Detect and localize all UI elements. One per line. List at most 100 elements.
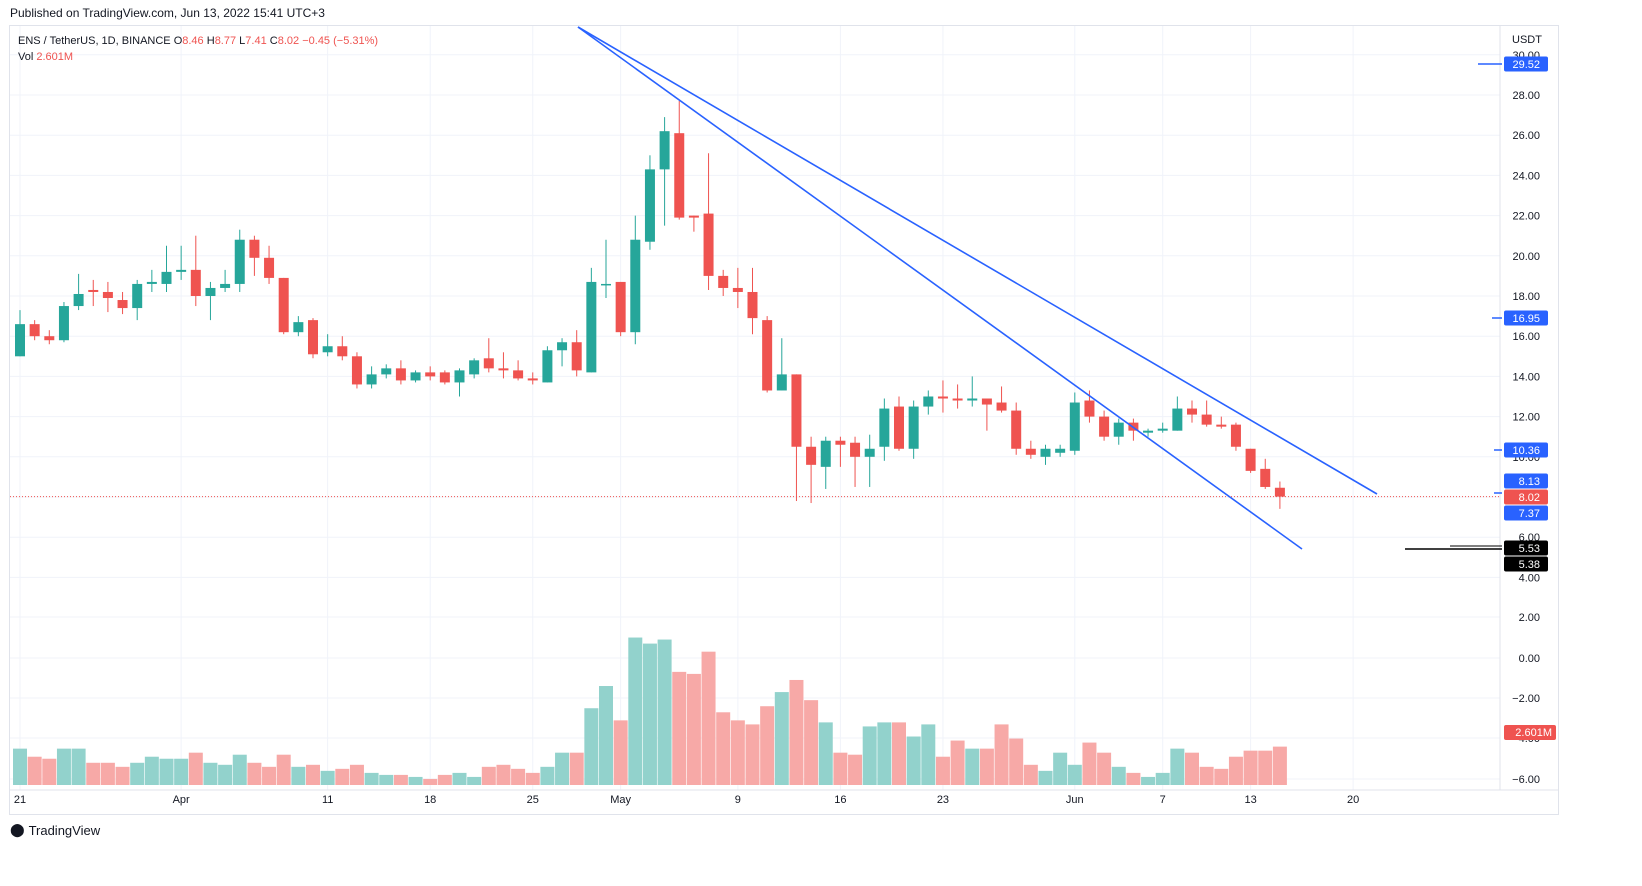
candle-body xyxy=(1025,448,1036,455)
open-value: 8.46 xyxy=(182,35,204,47)
time-tick-label: 20 xyxy=(1347,794,1359,806)
volume-bar xyxy=(1185,752,1199,785)
candle-body xyxy=(776,374,787,391)
volume-bar xyxy=(511,768,526,785)
candle-body xyxy=(527,378,538,381)
candle-body xyxy=(820,440,831,467)
candle-body xyxy=(351,356,362,385)
candle-body xyxy=(410,372,421,381)
candle-body xyxy=(615,281,626,333)
volume-bar xyxy=(994,724,1009,785)
volume-bar xyxy=(525,772,540,785)
volume-label-badge xyxy=(1504,725,1556,740)
price-label-text: 5.38 xyxy=(1519,559,1540,571)
candle-body xyxy=(542,350,553,383)
candle-body xyxy=(732,287,743,292)
symbol-label[interactable]: ENS / TetherUS, 1D, BINANCE xyxy=(18,35,171,47)
volume-key[interactable]: Vol xyxy=(18,51,34,63)
candle-body xyxy=(454,370,465,383)
volume-bar xyxy=(877,722,892,785)
candle-body xyxy=(996,402,1007,411)
volume-bar xyxy=(745,724,760,785)
price-tick-label: 20.00 xyxy=(1512,251,1540,263)
candle-body xyxy=(864,448,875,457)
volume-bar xyxy=(848,754,863,785)
candle-body xyxy=(967,398,978,401)
volume-bar xyxy=(1141,776,1156,785)
volume-bar xyxy=(452,772,467,785)
time-tick-label: 13 xyxy=(1244,794,1256,806)
price-tick-label: 12.00 xyxy=(1512,412,1540,424)
candle-body xyxy=(88,289,99,292)
volume-bar xyxy=(701,651,716,785)
open-key: O xyxy=(173,35,183,47)
volume-bar xyxy=(1126,772,1141,785)
time-tick-label: 21 xyxy=(14,794,26,806)
volume-bar xyxy=(56,748,71,785)
price-label-badge xyxy=(1504,310,1548,326)
volume-bar xyxy=(335,768,350,785)
candle-body xyxy=(161,271,172,284)
candle-body xyxy=(117,300,128,309)
volume-bar xyxy=(789,679,804,785)
candle-body xyxy=(44,336,55,341)
candle-body xyxy=(293,322,304,333)
low-value: 7.41 xyxy=(245,35,267,47)
low-key: L xyxy=(239,35,246,47)
candle-body xyxy=(29,324,40,337)
price-label-text: 29.52 xyxy=(1512,59,1540,71)
volume-bar xyxy=(159,758,174,785)
candle-body xyxy=(659,131,670,170)
candle-body xyxy=(1216,424,1227,427)
volume-bar xyxy=(1038,770,1053,785)
volume-bar xyxy=(144,756,159,785)
volume-value: 2.601M xyxy=(36,51,74,63)
volume-bar xyxy=(1214,768,1229,785)
time-tick-label: Jun xyxy=(1066,794,1084,806)
price-label-badge xyxy=(1504,505,1548,521)
candle-body xyxy=(308,320,318,355)
volume-bar xyxy=(1111,766,1126,785)
volume-bar xyxy=(393,774,408,785)
candle-body xyxy=(190,269,201,296)
candle-body xyxy=(146,281,157,284)
time-tick-label: 11 xyxy=(322,794,333,806)
time-tick-label: 16 xyxy=(834,794,846,806)
price-label-text: 8.02 xyxy=(1519,492,1540,504)
published-caption: Published on TradingView.com, Jun 13, 20… xyxy=(10,6,325,20)
volume-bar xyxy=(42,758,57,785)
candle-body xyxy=(762,320,773,391)
price-label-badge xyxy=(1504,442,1548,458)
candle-body xyxy=(718,275,729,288)
volume-bar xyxy=(232,754,247,785)
candle-body xyxy=(1113,422,1124,437)
candle-body xyxy=(1040,448,1051,457)
candle-body xyxy=(1274,487,1285,497)
candle-body xyxy=(644,169,655,242)
candle-body xyxy=(1201,414,1212,425)
candle-body xyxy=(1084,400,1095,417)
trendline xyxy=(577,26,1303,550)
volume-bar xyxy=(760,706,775,785)
chart-frame[interactable] xyxy=(9,25,1559,815)
candle-body xyxy=(425,372,436,377)
candle-body xyxy=(835,440,846,445)
volume-bar xyxy=(628,637,643,785)
tradingview-logo[interactable]: ⬤ TradingView xyxy=(10,822,100,838)
volume-bar xyxy=(569,752,584,785)
time-tick-label: 23 xyxy=(937,794,949,806)
candle-body xyxy=(322,346,333,353)
volume-label-text: 2.601M xyxy=(1515,727,1552,739)
price-tick-label: 26.00 xyxy=(1512,130,1540,142)
price-tick-label: 24.00 xyxy=(1512,170,1540,182)
candle-body xyxy=(923,396,934,407)
volume-bar xyxy=(306,764,320,785)
volume-bar xyxy=(174,758,189,785)
candle-body xyxy=(102,291,113,299)
candle-body xyxy=(688,215,699,218)
volume-bar xyxy=(818,722,833,785)
volume-bar xyxy=(496,764,511,785)
price-label-text: 10.36 xyxy=(1512,445,1540,457)
price-label-badge xyxy=(1504,540,1548,556)
